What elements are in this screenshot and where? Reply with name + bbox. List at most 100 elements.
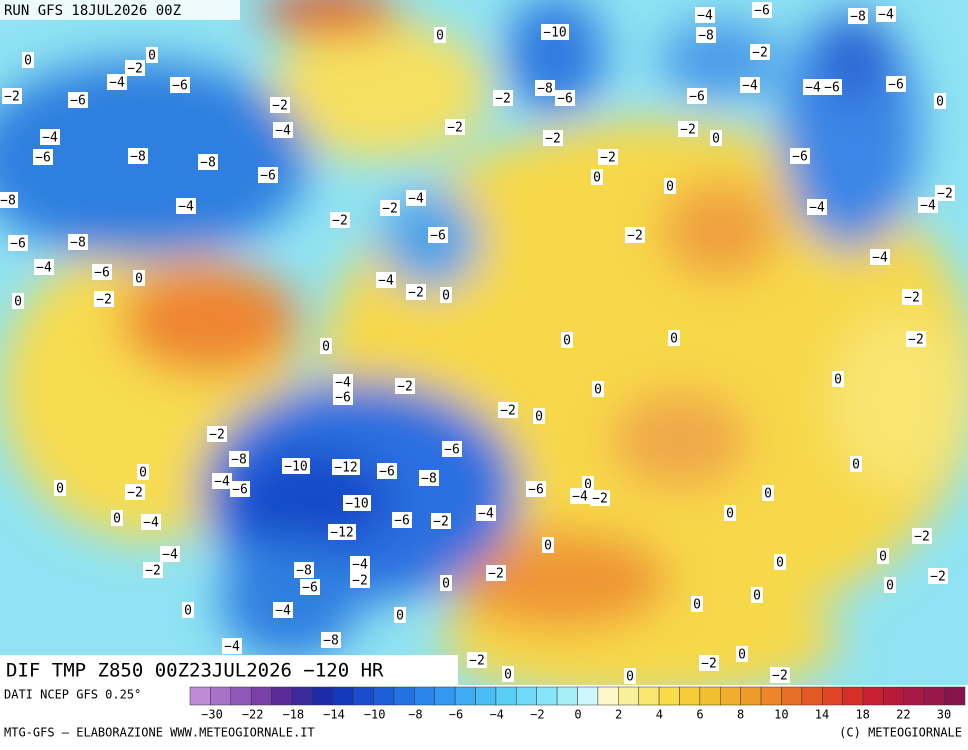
contour-label-box bbox=[434, 27, 446, 43]
run-label: RUN GFS 18JUL2026 00Z bbox=[4, 3, 181, 19]
contour-label-box bbox=[774, 554, 786, 570]
contour-label-box bbox=[94, 291, 114, 307]
contour-label-box bbox=[8, 235, 28, 251]
contour-label-box bbox=[542, 537, 554, 553]
contour-label: −6 bbox=[888, 78, 904, 93]
colorbar-swatch bbox=[781, 686, 803, 706]
contour-label-box bbox=[918, 197, 938, 213]
contour-label: −6 bbox=[379, 465, 395, 480]
contour-label: −10 bbox=[284, 460, 307, 475]
contour-label: −12 bbox=[330, 526, 353, 541]
contour-label: −8 bbox=[537, 82, 553, 97]
contour-label-box bbox=[377, 463, 397, 479]
contour-label: −4 bbox=[920, 199, 936, 214]
colorbar-tick-label: −2 bbox=[530, 708, 544, 722]
contour-label: 0 bbox=[834, 373, 842, 388]
contour-label-box bbox=[770, 667, 790, 683]
contour-label: −4 bbox=[214, 475, 230, 490]
contour-label: 0 bbox=[504, 668, 512, 683]
contour-label-box bbox=[428, 227, 448, 243]
colorbar-swatch bbox=[454, 686, 476, 706]
colorbar-tick-label: 18 bbox=[855, 708, 869, 722]
contour-label-box bbox=[294, 562, 314, 578]
contour-label-box bbox=[406, 284, 426, 300]
contour-label-box bbox=[160, 546, 180, 562]
contour-label: 0 bbox=[776, 556, 784, 571]
contour-label: −8 bbox=[421, 472, 437, 487]
colorbar-swatch bbox=[250, 686, 272, 706]
contour-label: −2 bbox=[127, 486, 143, 501]
contour-label: −4 bbox=[143, 516, 159, 531]
contour-label: −4 bbox=[878, 8, 894, 23]
contour-label: −2 bbox=[4, 90, 20, 105]
contour-label: 0 bbox=[135, 272, 143, 287]
colorbar-swatch bbox=[475, 686, 497, 706]
colorbar-swatch bbox=[842, 686, 864, 706]
contour-label: −2 bbox=[332, 214, 348, 229]
contour-label-box bbox=[141, 514, 161, 530]
map-field bbox=[0, 0, 968, 685]
contour-label-box bbox=[870, 249, 890, 265]
contour-label-box bbox=[440, 575, 452, 591]
contour-label-box bbox=[176, 198, 196, 214]
map-title: DIF TMP Z850 00Z23JUL2026 −120 HR bbox=[6, 660, 384, 682]
contour-label-box bbox=[229, 451, 249, 467]
colorbar-swatch bbox=[332, 686, 354, 706]
contour-label-box bbox=[2, 88, 22, 104]
contour-label-box bbox=[350, 556, 370, 572]
contour-label-box bbox=[762, 485, 774, 501]
contour-label-box bbox=[273, 122, 293, 138]
contour-label: −8 bbox=[323, 634, 339, 649]
contour-label: −12 bbox=[334, 461, 357, 476]
contour-label-box bbox=[699, 655, 719, 671]
contour-label: −6 bbox=[70, 94, 86, 109]
contour-label: −2 bbox=[680, 123, 696, 138]
contour-label: 0 bbox=[563, 334, 571, 349]
contour-label: 0 bbox=[113, 512, 121, 527]
colorbar-tick-label: −30 bbox=[201, 708, 223, 722]
colorbar-swatch bbox=[556, 686, 578, 706]
contour-label: −6 bbox=[172, 79, 188, 94]
contour-label-box bbox=[592, 381, 604, 397]
contour-label: −4 bbox=[352, 558, 368, 573]
contour-label: −2 bbox=[752, 46, 768, 61]
contour-label-box bbox=[330, 212, 350, 228]
contour-label-box bbox=[724, 505, 736, 521]
contour-label: −2 bbox=[145, 564, 161, 579]
contour-label-box bbox=[258, 167, 278, 183]
colorbar-tick-label: −18 bbox=[282, 708, 304, 722]
contour-label-box bbox=[555, 90, 575, 106]
contour-label-box bbox=[696, 27, 716, 43]
contour-label-box bbox=[333, 389, 353, 405]
colorbar-swatch bbox=[230, 686, 252, 706]
contour-label: −2 bbox=[272, 99, 288, 114]
contour-label-box bbox=[935, 185, 955, 201]
contour-label: −4 bbox=[275, 604, 291, 619]
contour-label-box bbox=[394, 607, 406, 623]
contour-label-box bbox=[486, 565, 506, 581]
colorbar-swatch bbox=[312, 686, 334, 706]
contour-label-box bbox=[406, 190, 426, 206]
contour-label: −2 bbox=[914, 530, 930, 545]
colorbar-swatch bbox=[434, 686, 456, 706]
contour-label: −6 bbox=[232, 483, 248, 498]
contour-label: −6 bbox=[430, 229, 446, 244]
copyright-label: (C) METEOGIORNALE bbox=[839, 726, 962, 740]
contour-label: −6 bbox=[35, 151, 51, 166]
contour-label: −6 bbox=[10, 237, 26, 252]
contour-label-box bbox=[736, 646, 748, 662]
contour-label: −4 bbox=[335, 376, 351, 391]
contour-label: −4 bbox=[109, 76, 125, 91]
contour-label-box bbox=[476, 505, 496, 521]
contour-label: −2 bbox=[600, 151, 616, 166]
contour-label: −6 bbox=[94, 266, 110, 281]
contour-label-box bbox=[22, 52, 34, 68]
contour-label: −6 bbox=[528, 483, 544, 498]
contour-label: −10 bbox=[543, 26, 566, 41]
contour-label: −2 bbox=[209, 428, 225, 443]
contour-label: −4 bbox=[805, 81, 821, 96]
colorbar-swatch bbox=[903, 686, 925, 706]
contour-label-box bbox=[740, 77, 760, 93]
colorbar-swatch bbox=[189, 686, 211, 706]
colorbar-swatch bbox=[862, 686, 884, 706]
